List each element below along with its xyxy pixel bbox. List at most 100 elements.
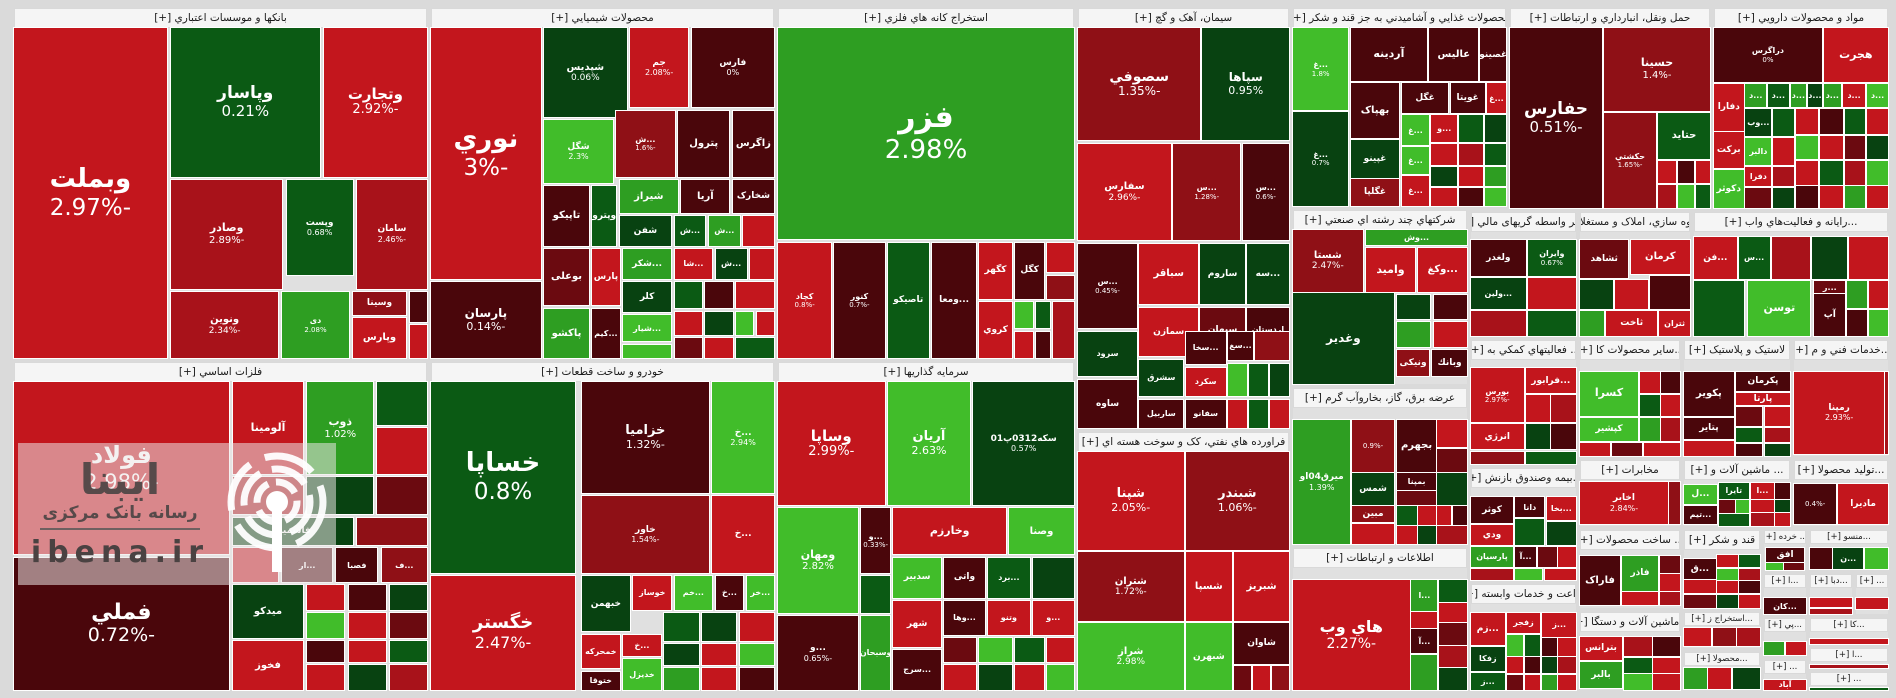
stock-tile[interactable] <box>979 665 1012 690</box>
sector-header-chemicals[interactable]: محصولات شيميايي [+] <box>431 8 774 28</box>
stock-tile[interactable] <box>1558 638 1576 656</box>
stock-tile[interactable] <box>1014 637 1045 663</box>
stock-tile-...کیم[interactable]: ...کیم <box>592 308 620 358</box>
stock-tile[interactable] <box>1484 166 1506 187</box>
stock-tile-...تیم[interactable]: ...تیم <box>1684 505 1717 525</box>
stock-tile-...وب[interactable]: ...وب <box>1745 109 1772 136</box>
stock-tile-پارسیان[interactable]: پارسیان <box>1471 546 1513 568</box>
stock-tile[interactable] <box>1047 242 1074 273</box>
stock-tile-وپارس[interactable]: وپارس <box>352 318 407 358</box>
stock-tile[interactable] <box>1580 442 1610 456</box>
sector-header-auxiliary-fin[interactable]: ... فعاليتهاي کمکي به [+] <box>1471 340 1576 360</box>
stock-tile-هجرت[interactable]: هجرت <box>1823 28 1888 82</box>
stock-tile[interactable] <box>1885 371 1888 455</box>
stock-tile-دکوثر[interactable]: دکوثر <box>1714 170 1744 208</box>
stock-tile-برکت[interactable]: برکت <box>1714 132 1744 169</box>
sector-header-pharma[interactable]: مواد و محصولات دارويي [+] <box>1714 8 1888 28</box>
stock-tile[interactable] <box>1255 332 1289 360</box>
stock-tile-...ش[interactable]: ...ش -1.6% <box>616 110 675 177</box>
stock-tile[interactable] <box>348 585 386 610</box>
stock-tile-هاي وب[interactable]: هاي وب -2.27% <box>1293 580 1410 690</box>
stock-tile[interactable] <box>1550 424 1576 450</box>
stock-tile[interactable] <box>1506 674 1524 690</box>
stock-tile-کپشیر[interactable]: کپشیر <box>1580 417 1638 441</box>
stock-tile[interactable] <box>1820 161 1843 185</box>
stock-tile-...ز[interactable]: ...ز <box>1542 612 1576 637</box>
stock-tile-کروي[interactable]: کروي <box>979 301 1012 358</box>
stock-tile-کوثر[interactable]: کوثر <box>1471 497 1513 523</box>
stock-tile[interactable] <box>1558 546 1576 568</box>
stock-tile-...خ[interactable]: ...خ <box>712 495 774 573</box>
stock-tile[interactable] <box>389 585 427 610</box>
stock-tile-...ش[interactable]: ...ش <box>674 216 706 246</box>
stock-tile[interactable] <box>1867 161 1888 185</box>
stock-tile[interactable] <box>1484 115 1506 142</box>
stock-tile[interactable] <box>1437 448 1467 472</box>
stock-tile-سرود[interactable]: سرود <box>1078 332 1138 376</box>
stock-tile-خاور[interactable]: خاور -1.54% <box>581 495 709 573</box>
stock-tile[interactable] <box>1653 636 1680 657</box>
stock-tile-کچاد[interactable]: کچاد -0.8% <box>778 242 832 358</box>
stock-tile[interactable] <box>1035 301 1051 329</box>
stock-tile-توسن[interactable]: توسن <box>1748 280 1811 336</box>
stock-tile[interactable] <box>307 640 345 663</box>
stock-tile-غصینو[interactable]: غصینو <box>1480 28 1506 82</box>
stock-tile[interactable] <box>1433 294 1467 320</box>
stock-tile[interactable] <box>736 338 774 358</box>
stock-tile-...آ[interactable]: ...آ <box>1411 629 1438 654</box>
stock-tile[interactable] <box>1459 188 1483 206</box>
stock-tile-...برد[interactable]: ...برد <box>988 557 1030 598</box>
stock-tile-سصوفي[interactable]: سصوفي -1.35% <box>1078 28 1201 140</box>
stock-tile[interactable] <box>1650 275 1690 309</box>
stock-tile[interactable] <box>307 613 345 638</box>
stock-tile[interactable] <box>1810 688 1888 690</box>
stock-tile[interactable] <box>1764 443 1790 456</box>
stock-tile[interactable] <box>1661 371 1680 393</box>
stock-tile-شستا[interactable]: شستا -2.47% <box>1293 230 1363 292</box>
stock-tile[interactable] <box>1739 581 1760 594</box>
stock-tile[interactable] <box>701 613 737 641</box>
sector-header-investments[interactable]: سرمايه گذاريها [+] <box>778 362 1074 382</box>
stock-tile-...سرج[interactable]: ...سرج <box>893 649 941 690</box>
stock-tile[interactable] <box>377 428 427 475</box>
stock-tile-بوعلی[interactable]: بوعلی <box>544 249 589 306</box>
stock-tile[interactable] <box>1471 568 1513 580</box>
stock-tile-شخارک[interactable]: شخارک <box>732 179 774 213</box>
stock-tile-آردینه[interactable]: آردینه <box>1350 28 1428 82</box>
sector-header-textile[interactable]: ...منسو [+] <box>1810 530 1888 544</box>
stock-tile[interactable] <box>356 517 427 546</box>
sector-header-metal-mining[interactable]: استخراج کانه هاي فلزي [+] <box>778 8 1074 28</box>
stock-tile-خساپا[interactable]: خساپا 0.8% <box>431 382 576 573</box>
stock-tile[interactable] <box>348 640 386 663</box>
stock-tile-میرق04او[interactable]: میرق04او 1.39% <box>1293 420 1351 544</box>
stock-tile-دانا[interactable]: دانا <box>1515 497 1545 518</box>
stock-tile-...سخا[interactable]: ...سخا <box>1185 332 1226 364</box>
stock-tile[interactable] <box>943 665 977 690</box>
stock-tile[interactable] <box>1397 490 1436 505</box>
sector-header-tiny-b[interactable]: ... [+] <box>1856 574 1888 588</box>
stock-tile[interactable] <box>377 382 427 426</box>
stock-tile-فاراک[interactable]: فاراک <box>1580 555 1620 606</box>
stock-tile[interactable] <box>1550 395 1576 423</box>
stock-tile[interactable] <box>1773 137 1795 165</box>
stock-tile-عالیس[interactable]: عالیس <box>1429 28 1479 82</box>
stock-tile[interactable] <box>1820 186 1843 208</box>
stock-tile-سپاها[interactable]: سپاها 0.95% <box>1202 28 1289 140</box>
stock-tile[interactable] <box>664 668 699 690</box>
stock-tile[interactable] <box>1047 665 1074 690</box>
stock-tile[interactable] <box>1696 184 1710 208</box>
stock-tile[interactable] <box>1795 136 1819 160</box>
stock-tile-نوري[interactable]: نوري -3% <box>431 28 541 279</box>
stock-tile[interactable] <box>1253 666 1270 690</box>
stock-tile[interactable] <box>1775 500 1790 513</box>
stock-tile[interactable] <box>1439 603 1467 622</box>
stock-tile-وغدير[interactable]: وغدير <box>1293 293 1394 384</box>
stock-tile[interactable] <box>1849 237 1888 279</box>
stock-tile-وبملت[interactable]: وبملت -2.97% <box>14 28 167 358</box>
stock-tile[interactable] <box>1248 364 1268 396</box>
stock-tile-ثاخت[interactable]: ثاخت <box>1606 311 1657 336</box>
stock-tile-...وها[interactable]: ...وها <box>943 600 986 635</box>
stock-tile[interactable] <box>1524 657 1541 673</box>
stock-tile[interactable] <box>1718 514 1749 526</box>
stock-tile-غپینو[interactable]: غپینو <box>1350 140 1400 178</box>
